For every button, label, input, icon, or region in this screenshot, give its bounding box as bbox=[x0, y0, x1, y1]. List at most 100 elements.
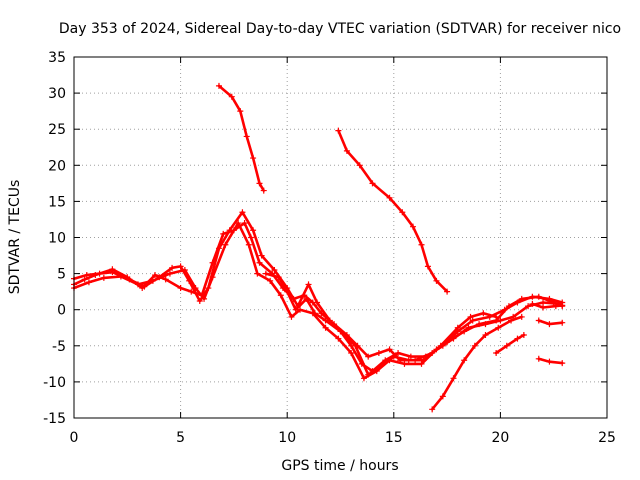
data-point bbox=[365, 371, 372, 378]
y-axis-label: SDTVAR / TECUs bbox=[7, 180, 23, 295]
data-point bbox=[514, 335, 521, 342]
data-point bbox=[250, 155, 257, 162]
data-point bbox=[209, 274, 216, 281]
y-tick-label: 20 bbox=[48, 158, 66, 174]
data-point bbox=[369, 180, 376, 187]
data-point bbox=[480, 310, 487, 317]
data-point bbox=[258, 252, 265, 259]
data-point bbox=[117, 273, 124, 280]
chart-title: Day 353 of 2024, Sidereal Day-to-day VTE… bbox=[59, 21, 621, 37]
data-point bbox=[444, 288, 451, 295]
data-point bbox=[482, 331, 489, 338]
data-point bbox=[100, 274, 107, 281]
data-point bbox=[546, 295, 553, 302]
data-point bbox=[322, 317, 329, 324]
series-track-d bbox=[264, 272, 498, 376]
data-point bbox=[243, 133, 250, 140]
data-point bbox=[501, 306, 508, 313]
data-point bbox=[83, 272, 90, 279]
data-point bbox=[134, 281, 141, 288]
data-point bbox=[109, 269, 116, 276]
data-point bbox=[337, 328, 344, 335]
data-point bbox=[535, 317, 542, 324]
data-point bbox=[559, 319, 566, 326]
data-point bbox=[192, 285, 199, 292]
data-point bbox=[177, 263, 184, 270]
data-point bbox=[335, 127, 342, 134]
data-point bbox=[518, 313, 525, 320]
x-tick-label: 15 bbox=[385, 430, 403, 446]
data-point bbox=[343, 147, 350, 154]
data-point bbox=[152, 272, 159, 279]
data-point bbox=[311, 310, 318, 317]
data-point bbox=[418, 360, 425, 367]
data-point bbox=[429, 406, 436, 413]
y-tick-label: 5 bbox=[57, 267, 66, 283]
data-point bbox=[188, 288, 195, 295]
y-tick-label: 15 bbox=[48, 194, 66, 210]
data-point bbox=[215, 82, 222, 89]
data-point bbox=[267, 277, 274, 284]
data-point bbox=[226, 227, 233, 234]
data-point bbox=[365, 353, 372, 360]
data-point bbox=[405, 357, 412, 364]
data-point bbox=[239, 209, 246, 216]
data-point bbox=[215, 245, 222, 252]
data-point bbox=[401, 360, 408, 367]
y-tick-label: -10 bbox=[43, 375, 66, 391]
grid bbox=[74, 57, 607, 418]
data-point bbox=[540, 299, 547, 306]
data-point bbox=[471, 342, 478, 349]
plot-frame bbox=[73, 56, 608, 419]
data-point bbox=[305, 281, 312, 288]
x-tick-label: 25 bbox=[598, 430, 616, 446]
data-point bbox=[348, 350, 355, 357]
data-point bbox=[220, 230, 227, 237]
data-point bbox=[437, 342, 444, 349]
data-point bbox=[525, 303, 532, 310]
data-point bbox=[559, 360, 566, 367]
data-point bbox=[228, 93, 235, 100]
data-point bbox=[465, 324, 472, 331]
data-point bbox=[149, 277, 156, 284]
y-tick-label: 10 bbox=[48, 231, 66, 247]
data-point bbox=[540, 304, 547, 311]
data-point bbox=[360, 375, 367, 382]
data-point bbox=[196, 298, 203, 305]
data-point bbox=[284, 288, 291, 295]
data-point bbox=[469, 317, 476, 324]
data-point bbox=[245, 241, 252, 248]
data-point bbox=[375, 350, 382, 357]
data-point bbox=[166, 270, 173, 277]
data-point bbox=[262, 270, 269, 277]
data-point bbox=[508, 317, 515, 324]
series-track-b bbox=[72, 210, 564, 373]
x-tick-label: 0 bbox=[70, 430, 79, 446]
data-point bbox=[247, 234, 254, 241]
data-point bbox=[241, 220, 248, 227]
data-point bbox=[335, 335, 342, 342]
data-point bbox=[482, 321, 489, 328]
x-tick-label: 20 bbox=[491, 430, 509, 446]
series-track-e bbox=[217, 84, 265, 192]
data-point bbox=[177, 285, 184, 292]
y-tick-label: -5 bbox=[52, 339, 66, 355]
data-point bbox=[271, 266, 278, 273]
data-point bbox=[81, 276, 88, 283]
data-point bbox=[256, 259, 263, 266]
data-point bbox=[222, 241, 229, 248]
data-point bbox=[386, 346, 393, 353]
data-point bbox=[520, 331, 527, 338]
y-tick-label: 25 bbox=[48, 122, 66, 138]
data-point bbox=[493, 350, 500, 357]
y-tick-label: 0 bbox=[57, 303, 66, 319]
data-point bbox=[356, 162, 363, 169]
data-point bbox=[256, 180, 263, 187]
data-point bbox=[141, 283, 148, 290]
data-point bbox=[503, 342, 510, 349]
data-point bbox=[254, 270, 261, 277]
data-point bbox=[322, 324, 329, 331]
data-point bbox=[420, 357, 427, 364]
data-point bbox=[450, 335, 457, 342]
